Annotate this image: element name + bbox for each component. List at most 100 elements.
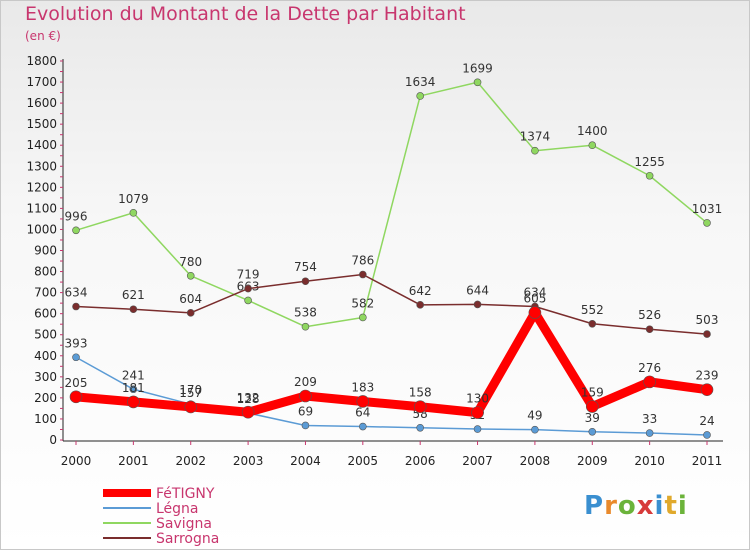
legend-label: Légna	[156, 501, 199, 517]
data-label-savigna: 1079	[118, 192, 149, 206]
y-tick-label: 1600	[26, 96, 57, 110]
series-line-sarrogna	[75, 273, 708, 335]
series-line-fetigny	[71, 308, 712, 418]
y-tick-label: 800	[34, 265, 57, 279]
data-point-fetigny	[299, 389, 312, 403]
data-point-legna	[645, 429, 654, 437]
data-point-legna	[703, 431, 711, 439]
data-label-fetigny: 183	[351, 380, 374, 394]
data-label-legna: 33	[642, 412, 657, 426]
data-label-fetigny: 239	[696, 369, 719, 383]
data-label-sarrogna: 503	[696, 313, 719, 327]
y-tick-label: 0	[49, 433, 57, 447]
y-tick-label: 900	[34, 244, 57, 258]
y-tick-label: 1200	[26, 180, 57, 194]
data-point-sarrogna	[588, 319, 597, 328]
data-label-legna: 24	[699, 414, 714, 428]
data-point-sarrogna	[186, 309, 195, 317]
data-label-sarrogna: 634	[65, 286, 88, 300]
data-label-sarrogna: 644	[466, 283, 489, 297]
data-label-fetigny: 276	[638, 361, 661, 375]
data-point-savigna	[531, 146, 539, 155]
x-tick-label: 2002	[175, 454, 206, 468]
data-point-savigna	[244, 296, 252, 305]
data-label-legna: 39	[585, 411, 600, 425]
legend-label: FéTIGNY	[156, 486, 215, 502]
data-point-savigna	[186, 271, 195, 280]
data-point-savigna	[416, 92, 424, 100]
data-point-sarrogna	[301, 277, 310, 286]
data-label-sarrogna: 786	[351, 254, 374, 268]
data-label-fetigny: 158	[409, 386, 432, 400]
legend-label: Savigna	[156, 516, 212, 532]
data-label-legna: 64	[355, 406, 370, 420]
data-point-sarrogna	[129, 305, 138, 314]
x-tick-label: 2003	[233, 454, 264, 468]
data-label-savigna: 1400	[577, 124, 608, 138]
legend-label: Sarrogna	[156, 531, 219, 547]
x-tick-label: 2011	[692, 454, 723, 468]
data-point-sarrogna	[703, 330, 711, 338]
data-label-fetigny: 181	[122, 381, 145, 395]
data-label-fetigny: 209	[294, 375, 317, 389]
chart-title: Evolution du Montant de la Dette par Hab…	[25, 3, 466, 25]
y-tick-label: 400	[34, 349, 57, 363]
data-label-savigna: 1374	[520, 130, 551, 144]
data-point-savigna	[301, 322, 310, 331]
data-point-savigna	[72, 226, 80, 235]
data-point-savigna	[129, 209, 138, 217]
data-point-fetigny	[127, 395, 140, 409]
data-label-sarrogna: 754	[294, 260, 317, 274]
data-label-legna: 170	[179, 383, 202, 397]
data-label-sarrogna: 621	[122, 288, 145, 302]
data-label-fetigny: 605	[523, 292, 546, 306]
data-label-sarrogna: 526	[638, 308, 661, 322]
data-label-savigna: 538	[294, 306, 317, 320]
data-label-savigna: 1255	[634, 155, 665, 169]
data-label-sarrogna: 552	[581, 303, 604, 317]
data-label-fetigny: 130	[466, 392, 489, 406]
y-tick-label: 1100	[26, 201, 57, 215]
data-point-legna	[129, 385, 138, 394]
y-tick-label: 1500	[26, 117, 57, 131]
data-point-fetigny	[241, 405, 255, 419]
proxiti-logo: Proxiti	[584, 491, 688, 521]
data-label-savigna: 996	[65, 209, 88, 223]
data-point-fetigny	[585, 400, 599, 413]
x-tick-label: 2000	[61, 454, 92, 468]
data-label-legna: 49	[527, 409, 542, 423]
y-tick-label: 1300	[26, 159, 57, 173]
data-point-fetigny	[528, 306, 542, 319]
data-label-fetigny: 132	[237, 391, 260, 405]
data-label-legna: 241	[122, 368, 145, 382]
data-label-savigna: 780	[179, 255, 202, 269]
data-point-fetigny	[471, 406, 484, 419]
y-tick-label: 300	[34, 370, 57, 384]
data-point-sarrogna	[645, 325, 654, 334]
data-point-savigna	[359, 313, 367, 322]
data-label-savigna: 582	[351, 296, 374, 310]
data-point-legna	[588, 427, 597, 436]
data-label-fetigny: 205	[65, 376, 88, 390]
data-label-sarrogna: 604	[179, 292, 202, 306]
data-point-fetigny	[184, 400, 198, 414]
data-point-legna	[416, 423, 424, 432]
data-label-savigna: 1634	[405, 75, 436, 89]
series-line-savigna	[75, 81, 708, 328]
data-point-legna	[531, 425, 539, 434]
data-point-sarrogna	[359, 270, 367, 279]
x-tick-label: 2008	[520, 454, 551, 468]
data-label-sarrogna: 719	[237, 268, 260, 282]
data-point-fetigny	[643, 375, 656, 389]
data-label-fetigny: 157	[179, 386, 202, 400]
data-point-legna	[359, 422, 367, 431]
data-point-savigna	[703, 219, 711, 227]
data-point-legna	[72, 353, 80, 362]
data-point-fetigny	[356, 395, 370, 408]
data-point-savigna	[588, 141, 597, 150]
data-point-savigna	[473, 78, 482, 87]
data-point-fetigny	[413, 400, 427, 414]
data-label-fetigny: 159	[581, 386, 604, 400]
